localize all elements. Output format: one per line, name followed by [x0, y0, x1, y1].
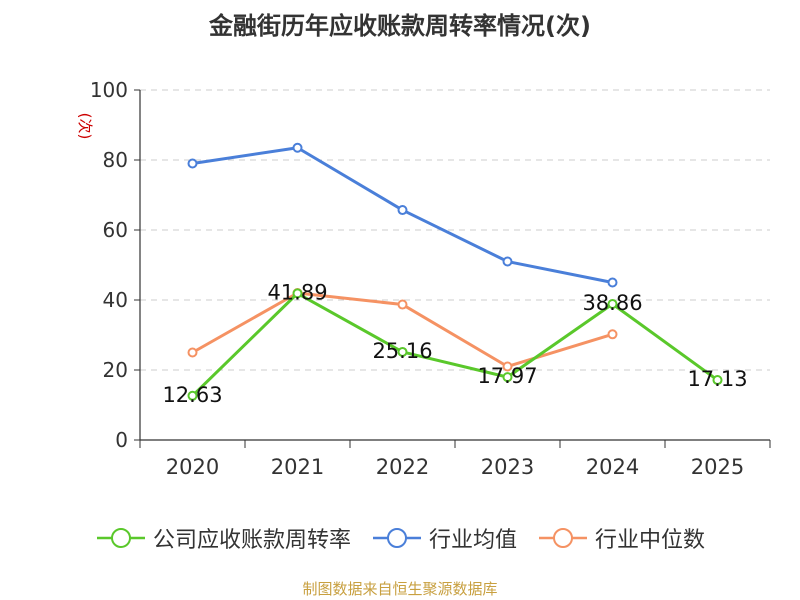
data-point: [607, 298, 618, 309]
x-tick-label: 2021: [271, 455, 324, 479]
data-point: [187, 347, 198, 358]
data-label: 12.63: [162, 383, 222, 407]
legend-label: 行业均值: [428, 528, 517, 553]
data-point: [607, 329, 618, 340]
x-tick-label: 2024: [586, 455, 639, 479]
y-tick-label: 40: [103, 288, 128, 312]
data-label: 17.97: [477, 364, 537, 388]
data-point: [397, 205, 408, 216]
data-point: [502, 256, 513, 267]
legend-label: 行业中位数: [595, 528, 706, 553]
data-label: 38.86: [582, 291, 642, 315]
data-point: [187, 158, 198, 169]
y-tick-label: 100: [90, 78, 128, 102]
legend-marker-icon: [372, 528, 421, 548]
y-axis-label: (次): [76, 113, 94, 140]
data-point: [187, 390, 198, 401]
data-label: 17.13: [687, 367, 747, 391]
series-line: [191, 291, 719, 397]
gridlines: [140, 89, 770, 371]
data-point: [397, 346, 408, 357]
series-lines: [187, 142, 723, 401]
series-line: [192, 146, 613, 284]
legend-marker-icon: [96, 528, 145, 548]
data-point: [607, 277, 618, 288]
data-point: [292, 142, 303, 153]
data-label: 25.16: [372, 339, 432, 363]
y-tick-label: 20: [103, 358, 128, 382]
data-point: [292, 288, 303, 299]
x-tick-label: 2025: [691, 455, 744, 479]
data-label: 41.89: [267, 280, 327, 304]
chart-title: 金融街历年应收账款周转率情况(次): [209, 12, 591, 40]
legend-item[interactable]: 行业均值: [371, 522, 517, 554]
legend-marker-icon: [539, 528, 587, 548]
data-point: [712, 375, 723, 386]
axes: 0 20 40 60 80 100 2020 2021 2022 2023 2024 2025 (次): [76, 78, 771, 479]
source-note: 制图数据来自恒生聚源数据库: [302, 580, 498, 598]
data-labels: 12.63 41.89 25.16 17.97 38.86 17.13: [162, 280, 747, 406]
x-tick-label: 2023: [481, 455, 534, 479]
y-tick-label: 80: [103, 148, 128, 172]
y-tick-label: 60: [103, 218, 128, 242]
data-point: [502, 372, 513, 383]
y-tick-label: 0: [115, 428, 128, 452]
legend-item[interactable]: 公司应收账款周转率: [95, 522, 351, 554]
legend: 公司应收账款周转率 行业均值 行业中位数: [0, 518, 800, 558]
data-point: [502, 361, 513, 372]
x-tick-label: 2022: [376, 455, 429, 479]
legend-label: 公司应收账款周转率: [152, 528, 351, 553]
legend-item[interactable]: 行业中位数: [537, 522, 705, 554]
x-tick-label: 2020: [166, 455, 219, 479]
data-point: [397, 299, 408, 310]
